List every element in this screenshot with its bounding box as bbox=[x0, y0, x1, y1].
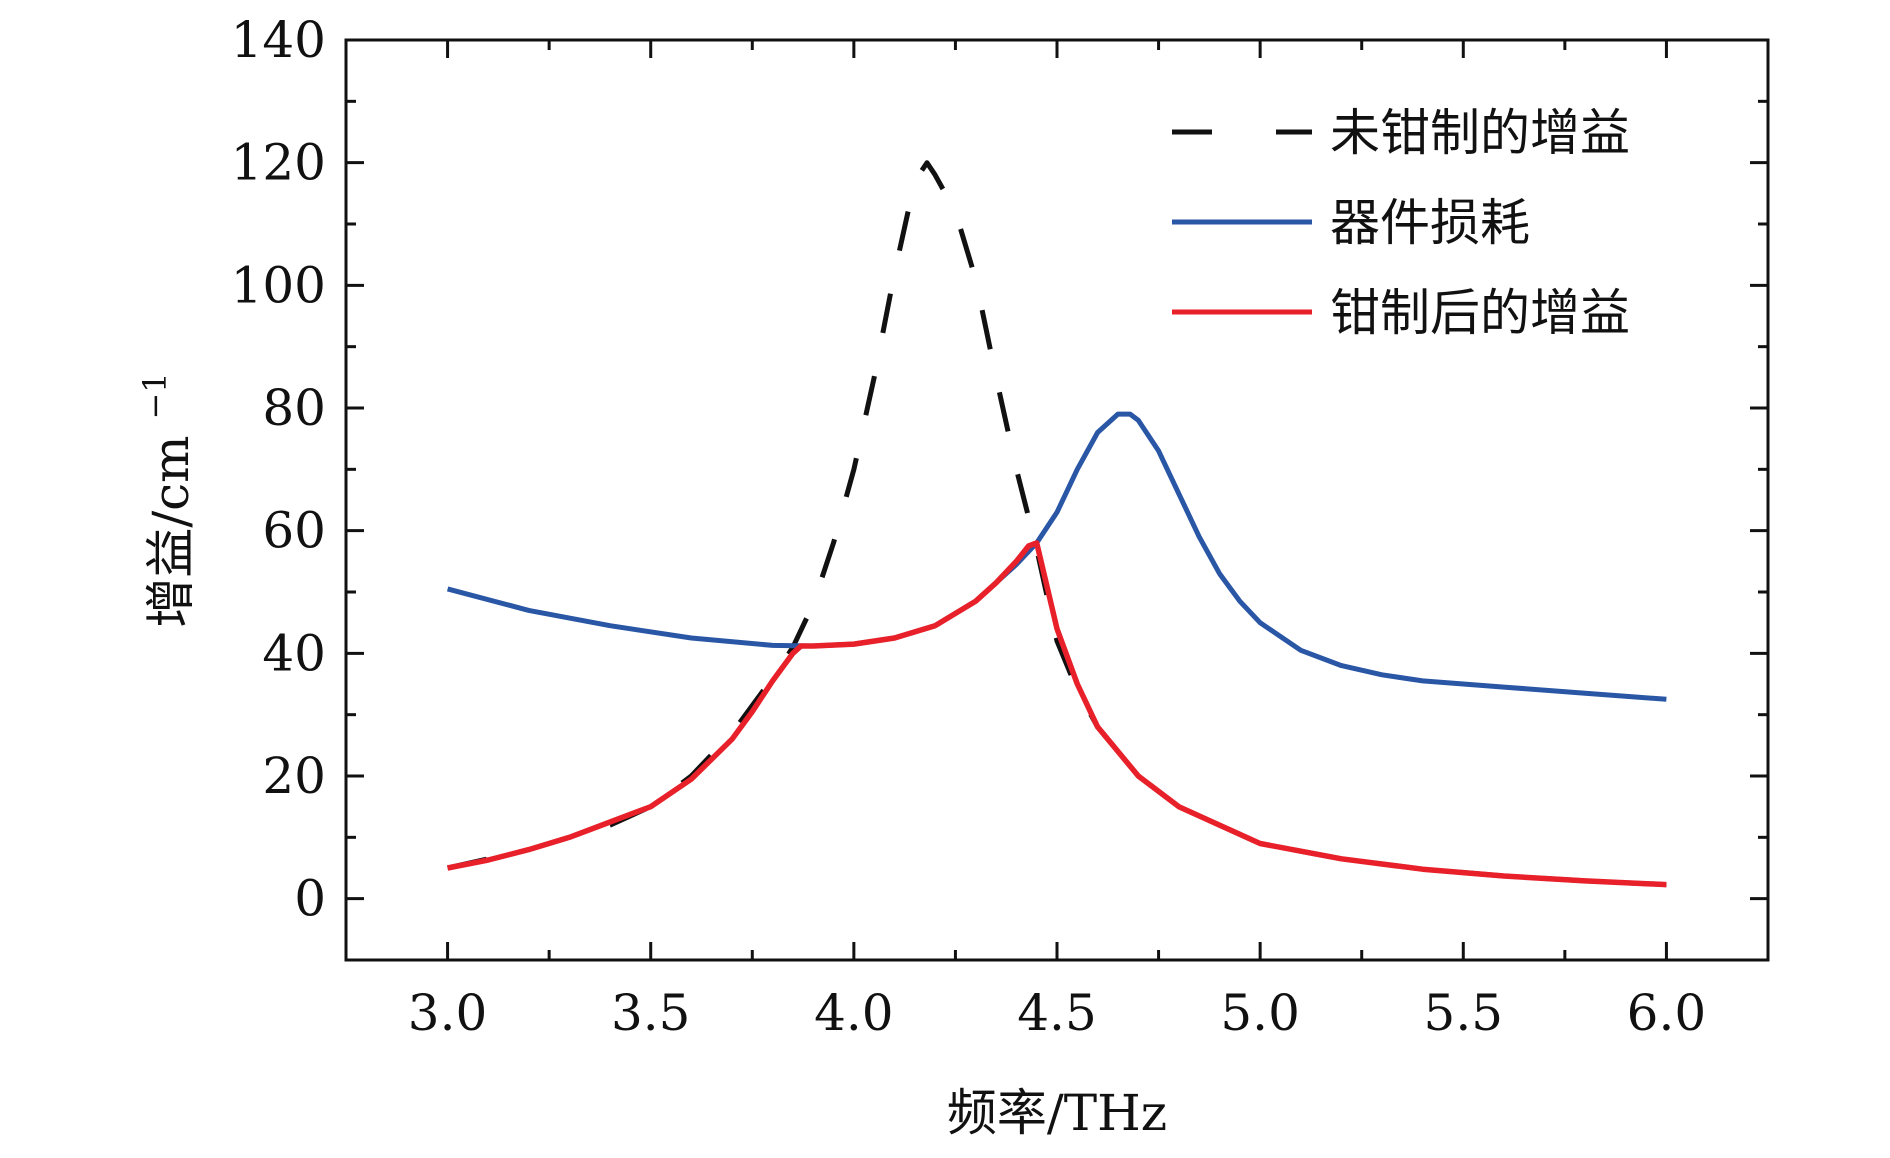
legend-label-unclamped-gain: 未钳制的增益 bbox=[1330, 104, 1630, 162]
y-tick-label: 40 bbox=[262, 624, 326, 682]
legend-label-clamped-gain: 钳制后的增益 bbox=[1330, 284, 1630, 342]
x-tick-label: 4.0 bbox=[814, 984, 894, 1042]
x-tick-label: 3.5 bbox=[611, 984, 691, 1042]
y-axis-label-text: 增益/cm bbox=[142, 435, 200, 627]
plot-frame bbox=[344, 38, 1770, 962]
y-axis-label: 增益/cm −1 bbox=[136, 372, 200, 627]
x-tick-label: 6.0 bbox=[1627, 984, 1707, 1042]
series-line-unclamped-gain bbox=[447, 160, 1667, 888]
y-tick-label: 60 bbox=[262, 502, 326, 560]
y-tick-label: 140 bbox=[231, 11, 326, 69]
y-axis-label-group: 增益/cm −1 bbox=[136, 372, 200, 627]
x-tick-label: 5.0 bbox=[1220, 984, 1300, 1042]
x-axis-label: 频率/THz bbox=[947, 1084, 1167, 1142]
legend-label-device-loss: 器件损耗 bbox=[1330, 194, 1530, 252]
series-line-device-loss bbox=[446, 411, 1667, 702]
x-tick-label: 3.0 bbox=[408, 984, 488, 1042]
y-tick-label: 80 bbox=[262, 379, 326, 437]
y-tick-label: 20 bbox=[262, 747, 326, 805]
y-tick-label: 120 bbox=[231, 134, 326, 192]
y-tick-label: 100 bbox=[231, 256, 326, 314]
y-axis: 0 20 40 60 80 100 120 140 bbox=[231, 11, 1768, 962]
x-tick-label: 4.5 bbox=[1017, 984, 1097, 1042]
y-axis-label-superscript: −1 bbox=[136, 372, 174, 419]
plot-series bbox=[446, 160, 1667, 888]
series-line-clamped-gain bbox=[447, 540, 1667, 888]
x-tick-label: 5.5 bbox=[1424, 984, 1504, 1042]
y-tick-label: 0 bbox=[294, 870, 326, 928]
legend: 未钳制的增益 器件损耗 钳制后的增益 bbox=[1172, 104, 1630, 342]
x-axis: 3.0 3.5 4.0 4.5 5.0 5.5 6.0 bbox=[408, 40, 1706, 1042]
